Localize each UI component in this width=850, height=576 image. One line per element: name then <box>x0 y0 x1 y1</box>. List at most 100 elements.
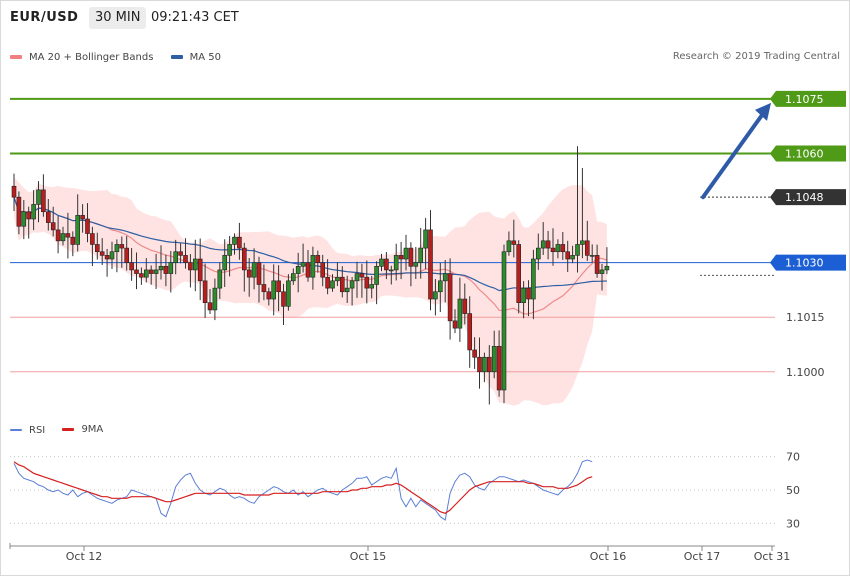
candle-body <box>99 251 105 256</box>
candle-body <box>339 276 345 293</box>
candle-body <box>109 251 115 260</box>
legend-9ma: 9MA <box>62 424 103 435</box>
candle <box>148 265 154 285</box>
candle <box>65 212 71 259</box>
candle <box>183 238 188 269</box>
ma50-swatch <box>170 55 183 59</box>
candle-body <box>447 273 453 322</box>
candle-body <box>26 211 32 220</box>
candle <box>437 262 443 313</box>
candle-body <box>379 258 384 267</box>
candle <box>261 264 267 301</box>
candle <box>374 261 379 305</box>
candle <box>271 264 277 316</box>
candle-body <box>330 280 335 289</box>
price-tag-1-1030: 1.1030 <box>770 254 846 271</box>
candle <box>95 232 100 260</box>
candle-body <box>300 262 306 267</box>
candle-body <box>535 247 541 260</box>
candle <box>550 228 556 266</box>
candle-body <box>565 251 571 260</box>
candle-body <box>477 356 482 373</box>
candle <box>531 249 536 320</box>
candle-body <box>511 240 517 245</box>
candle-body <box>144 269 149 278</box>
forecast-arrow-shaft <box>701 108 767 200</box>
candle-body <box>604 265 610 271</box>
price-tag-label: 1.1060 <box>785 148 824 161</box>
price-tag-1-1075: 1.1075 <box>770 90 846 107</box>
x-tick-label: Oct 17 <box>684 550 721 563</box>
candle <box>144 258 149 283</box>
candle-body <box>364 276 370 289</box>
candle-body <box>384 258 389 271</box>
legend-9ma-label: 9MA <box>81 424 104 435</box>
price-tag-bg <box>770 189 846 206</box>
candle-body <box>70 236 76 245</box>
candle <box>565 240 571 272</box>
candle-body <box>418 247 424 263</box>
candle <box>580 168 585 259</box>
candle-body <box>442 273 448 282</box>
rsi-ma-swatch <box>62 428 75 431</box>
candle <box>237 222 242 260</box>
candle <box>193 239 198 292</box>
candle <box>21 200 27 240</box>
candle-body <box>354 273 360 282</box>
candle-body <box>310 255 316 278</box>
candle <box>540 222 546 255</box>
candle-body <box>589 255 595 257</box>
candle <box>589 244 595 264</box>
candle <box>349 277 355 306</box>
candle-body <box>403 247 409 260</box>
candle-body <box>521 287 526 303</box>
candle-body <box>580 240 585 245</box>
candle <box>364 260 370 304</box>
candle <box>403 234 409 271</box>
candle-body <box>570 255 575 260</box>
candle-body <box>594 255 600 274</box>
candle-body <box>457 298 463 329</box>
candle <box>276 265 281 312</box>
candle <box>256 256 262 303</box>
candle-body <box>45 211 51 223</box>
candle <box>462 283 468 325</box>
candle-body <box>374 265 379 285</box>
candle-body <box>227 244 232 256</box>
candle <box>114 239 120 273</box>
candle-body <box>452 320 458 329</box>
x-tick-label: Oct 15 <box>350 550 387 563</box>
legend-rsi: RSI <box>10 425 45 436</box>
candle <box>295 252 301 293</box>
candle-body <box>173 251 178 263</box>
candle-body <box>359 273 365 278</box>
candle <box>433 279 438 316</box>
candle-body <box>472 349 477 358</box>
candle-body <box>60 233 66 242</box>
candle <box>11 173 17 211</box>
timeframe-selector[interactable]: 30 MIN <box>89 7 147 29</box>
price-tick-1-1015: 1.1015 <box>786 311 825 324</box>
candle <box>300 243 306 273</box>
candle-body <box>31 204 36 220</box>
candle-body <box>486 356 492 373</box>
candle-body <box>158 265 164 271</box>
candle-body <box>491 346 497 373</box>
candle-body <box>290 273 296 282</box>
candle <box>413 246 419 280</box>
candle <box>99 238 105 266</box>
candle <box>472 337 477 369</box>
candle <box>482 352 487 383</box>
rsi-tick-70: 70 <box>786 451 800 464</box>
candle <box>315 250 321 273</box>
price-tag-label: 1.1048 <box>785 191 824 204</box>
candle <box>457 277 463 342</box>
candle-body <box>599 269 605 274</box>
candle-body <box>232 236 237 245</box>
candle <box>202 263 208 318</box>
candle-body <box>428 229 433 300</box>
candle-body <box>325 276 330 289</box>
candle-body <box>256 262 262 285</box>
price-tag-label: 1.1030 <box>785 257 824 270</box>
candle-body <box>501 251 507 391</box>
